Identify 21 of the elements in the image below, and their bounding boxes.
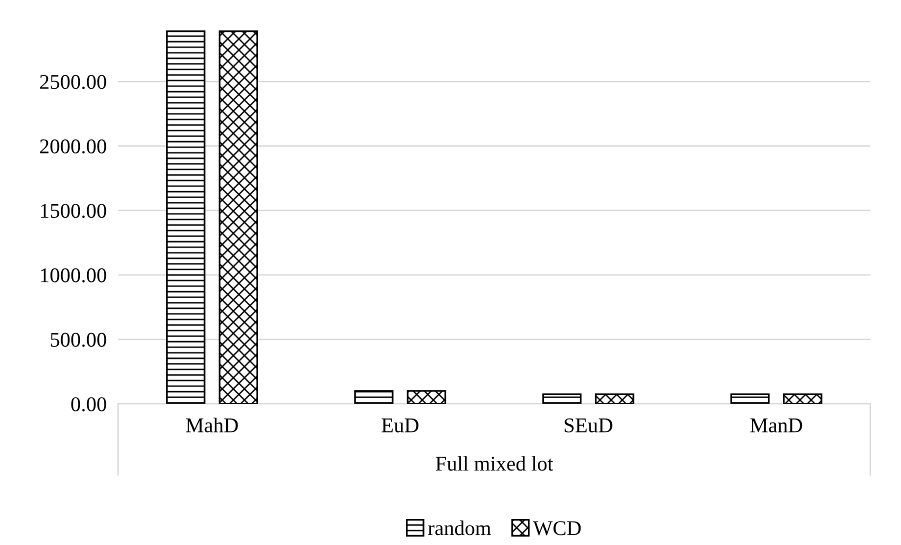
x-tick-label: MahD — [186, 418, 238, 432]
y-tick-label: 2000.00 — [40, 139, 106, 154]
bar — [406, 390, 446, 404]
legend-label: random — [428, 520, 491, 536]
bar — [542, 393, 582, 404]
x-axis-title: Full mixed lot — [436, 456, 554, 471]
y-tick-label: 2500.00 — [40, 74, 106, 90]
bar — [783, 393, 822, 404]
bar — [218, 30, 258, 404]
y-tick-label: 1500.00 — [41, 204, 106, 218]
bar — [730, 393, 770, 404]
x-tick-label: EuD — [382, 418, 418, 432]
y-tick-label: 500.00 — [50, 332, 106, 347]
y-tick-label: 1000.00 — [41, 268, 106, 282]
y-tick-label: 0.00 — [71, 397, 106, 412]
legend-label: WCD — [532, 521, 581, 536]
x-tick-label: ManD — [750, 418, 802, 432]
bar — [354, 390, 394, 404]
x-tick-label: SEuD — [564, 418, 612, 432]
bar — [594, 393, 634, 404]
bar — [166, 30, 206, 404]
